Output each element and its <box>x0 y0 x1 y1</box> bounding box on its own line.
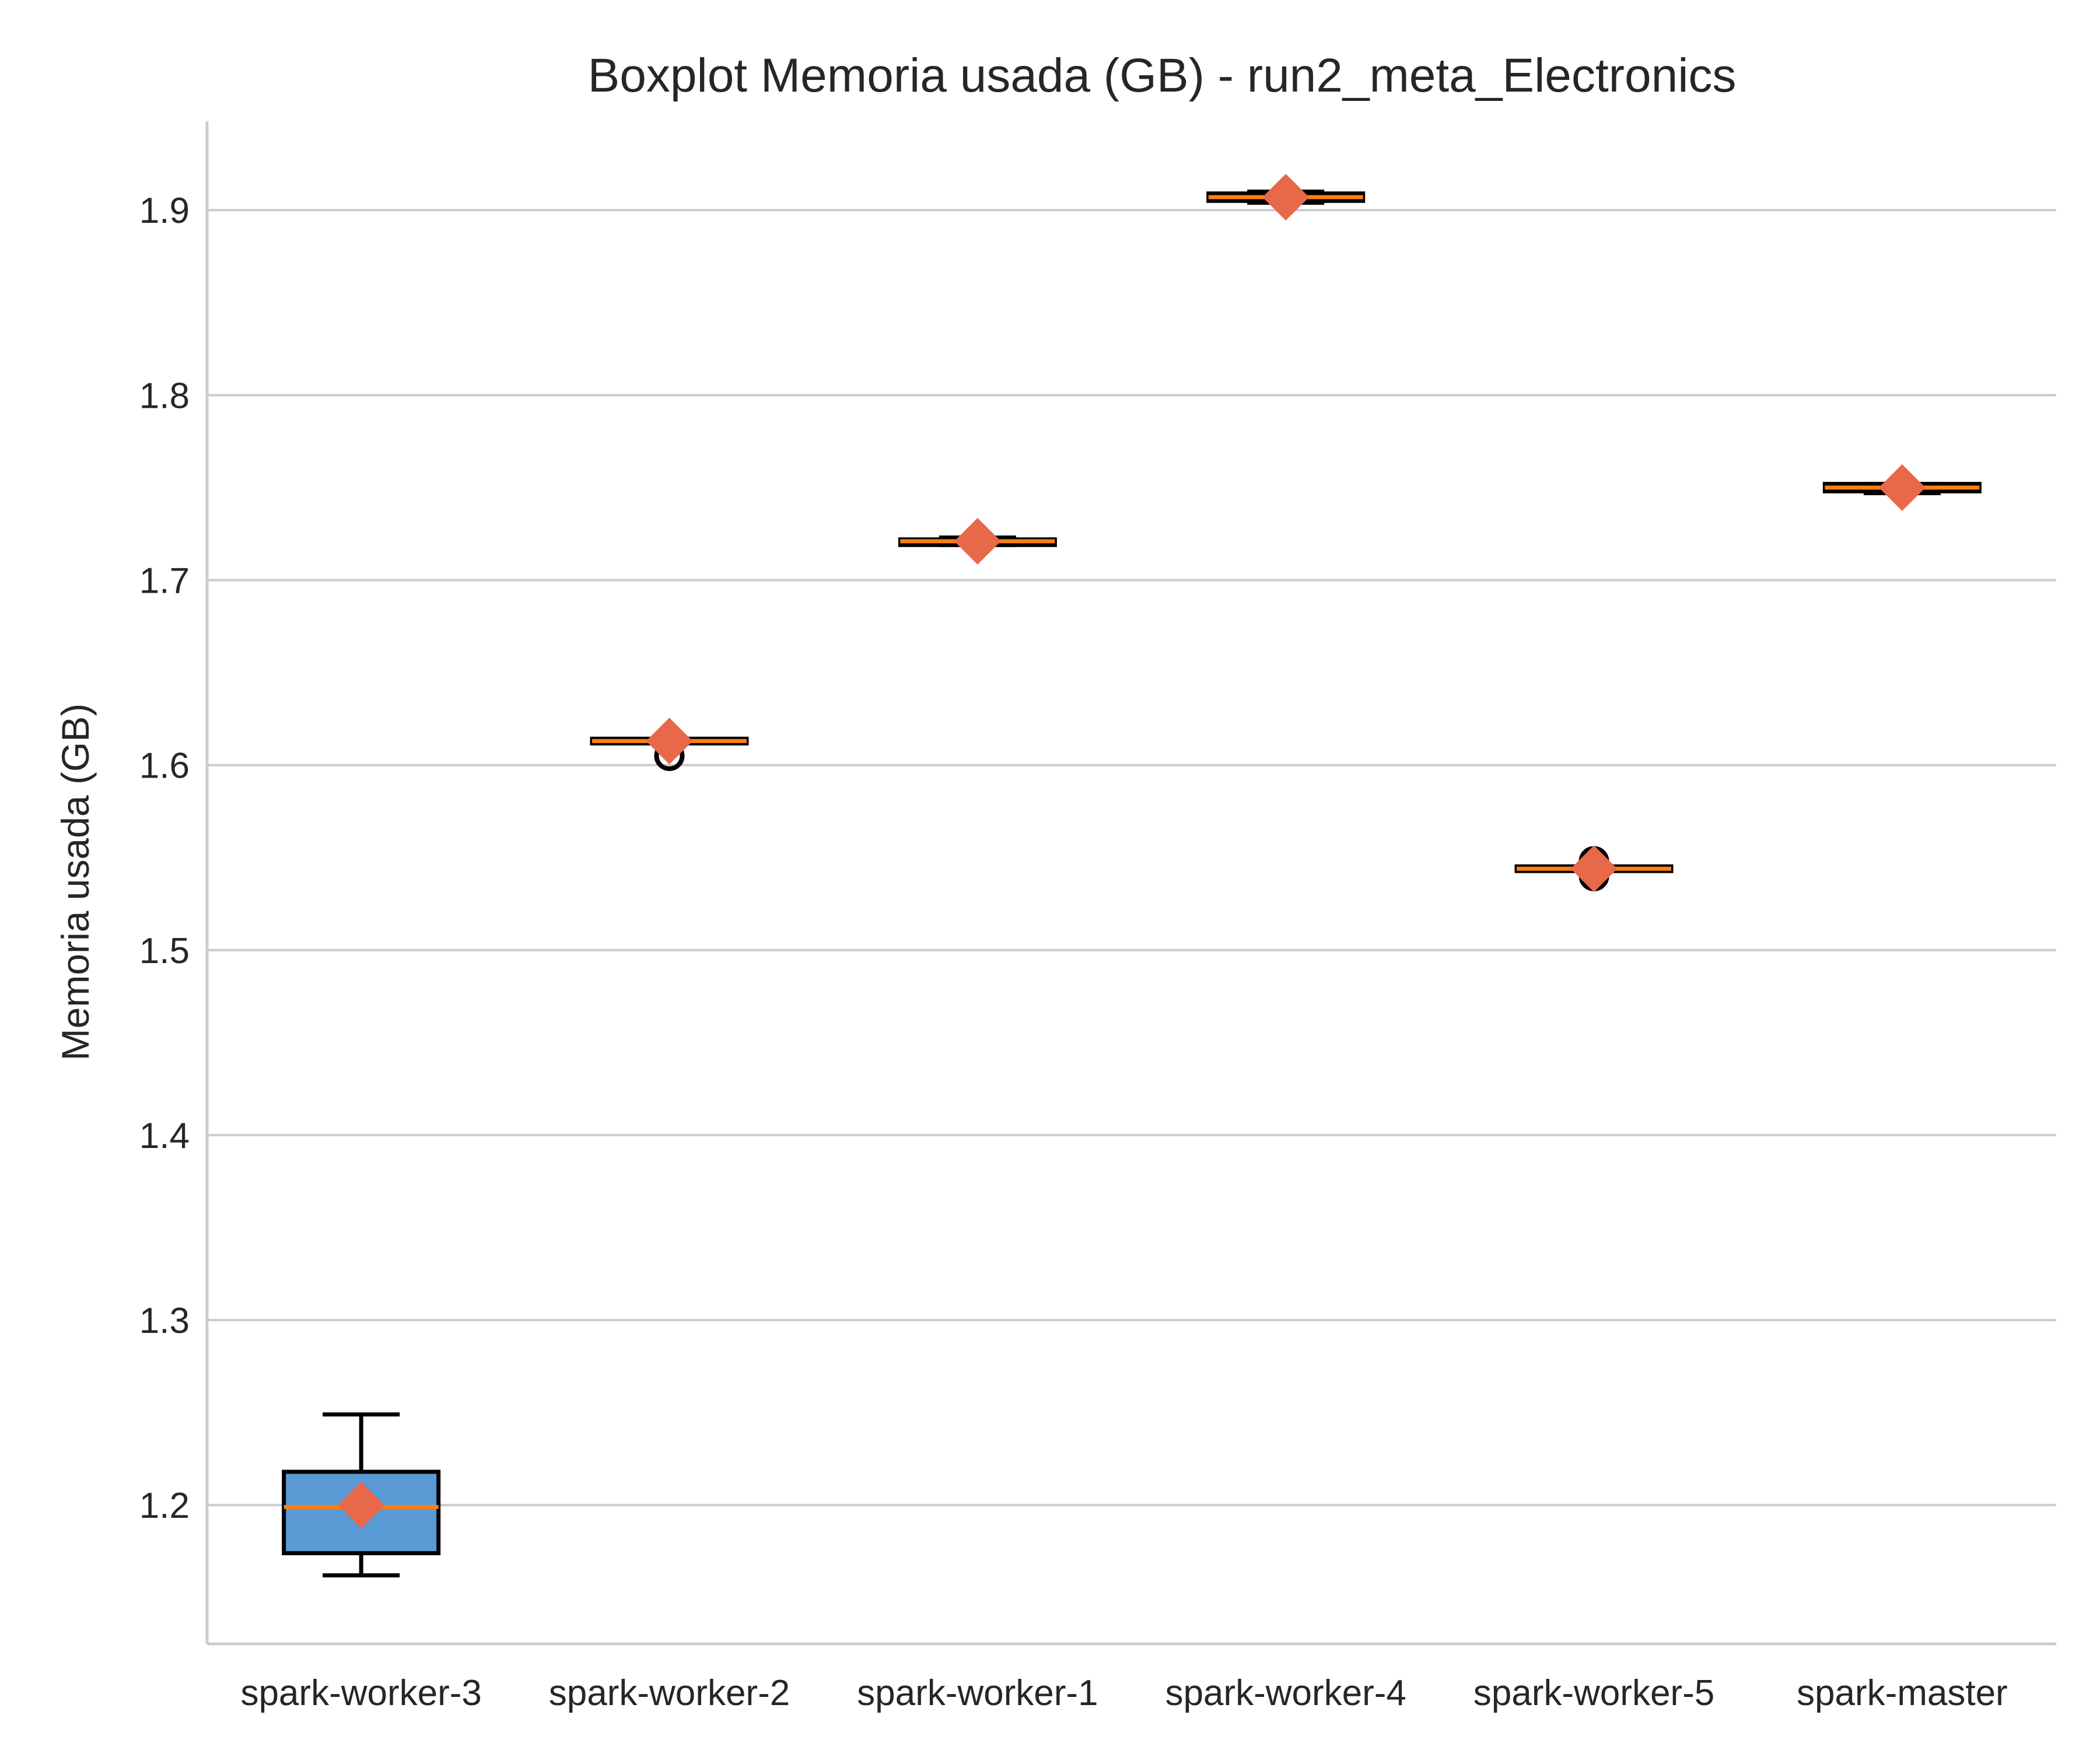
boxplot-spark-worker-2 <box>590 718 749 771</box>
boxplot-spark-master <box>1822 464 1982 511</box>
boxplots <box>282 174 1982 1578</box>
gridlines <box>207 209 2056 1507</box>
y-axis-label: Memoria usada (GB) <box>54 704 97 1061</box>
x-tick-label: spark-worker-1 <box>857 1673 1098 1713</box>
x-tick-label: spark-master <box>1797 1673 2008 1713</box>
y-tick-label: 1.2 <box>139 1486 190 1526</box>
y-tick-label: 1.6 <box>139 746 190 786</box>
mean-marker <box>1570 845 1618 892</box>
boxplot-spark-worker-1 <box>898 517 1057 565</box>
boxplot-spark-worker-4 <box>1206 174 1366 221</box>
mean-marker <box>1262 174 1310 221</box>
mean-marker <box>954 517 1001 565</box>
y-tick-label: 1.9 <box>139 191 190 231</box>
boxplot-spark-worker-5 <box>1514 845 1674 892</box>
x-ticks: spark-worker-3 spark-worker-2 spark-worker… <box>240 1673 2007 1713</box>
y-tick-label: 1.3 <box>139 1301 190 1341</box>
y-tick-label: 1.5 <box>139 931 190 971</box>
x-tick-label: spark-worker-3 <box>240 1673 481 1713</box>
x-tick-label: spark-worker-4 <box>1165 1673 1406 1713</box>
chart-title: Boxplot Memoria usada (GB) - run2_meta_E… <box>588 49 1737 102</box>
axes <box>205 121 2056 1646</box>
x-tick-label: spark-worker-5 <box>1474 1673 1714 1713</box>
mean-marker <box>338 1482 385 1529</box>
y-tick-label: 1.8 <box>139 376 190 416</box>
boxplot-spark-worker-3 <box>282 1412 441 1578</box>
mean-marker <box>1878 464 1926 511</box>
x-tick-label: spark-worker-2 <box>549 1673 790 1713</box>
y-ticks: 1.2 1.3 1.4 1.5 1.6 1.7 1.8 1.9 <box>139 191 190 1526</box>
y-tick-label: 1.7 <box>139 561 190 601</box>
mean-marker <box>646 718 693 765</box>
y-tick-label: 1.4 <box>139 1116 190 1156</box>
